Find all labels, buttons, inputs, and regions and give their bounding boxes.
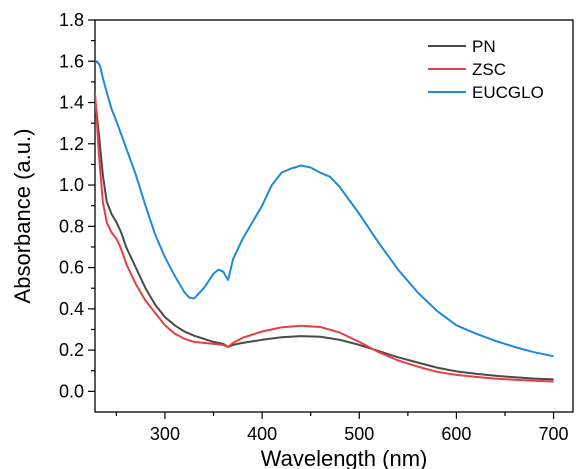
y-tick-label: 1.8 [59,10,84,30]
series-line-zsc [95,92,554,383]
series-line-eucglo [95,60,554,358]
x-tick-label: 700 [539,424,569,444]
series-layer [95,60,554,383]
y-tick-label: 0.2 [59,340,84,360]
y-tick-label: 0.8 [59,216,84,236]
y-tick-label: 1.2 [59,134,84,154]
x-tick-label: 500 [344,424,374,444]
y-tick-label: 0.6 [59,258,84,278]
legend-label-zsc: ZSC [472,60,506,79]
y-tick-label: 0.4 [59,299,84,319]
x-tick-label: 400 [247,424,277,444]
y-tick-label: 1.6 [59,51,84,71]
y-tick-label: 0.0 [59,381,84,401]
y-axis: 0.0 0.2 0.4 0.6 0.8 1.0 1.2 1.4 1.6 1.8 [59,10,95,401]
legend-label-eucglo: EUCGLO [472,83,544,102]
x-tick-label: 300 [150,424,180,444]
y-tick-label: 1.4 [59,93,84,113]
x-tick-label: 600 [441,424,471,444]
legend: PN ZSC EUCGLO [428,37,544,102]
x-axis: 300 400 500 600 700 [115,412,569,444]
plot-frame [94,19,574,413]
x-axis-title: Wavelength (nm) [261,446,428,469]
legend-label-pn: PN [472,37,496,56]
y-axis-title: Absorbance (a.u.) [10,129,35,304]
y-tick-label: 1.0 [59,175,84,195]
